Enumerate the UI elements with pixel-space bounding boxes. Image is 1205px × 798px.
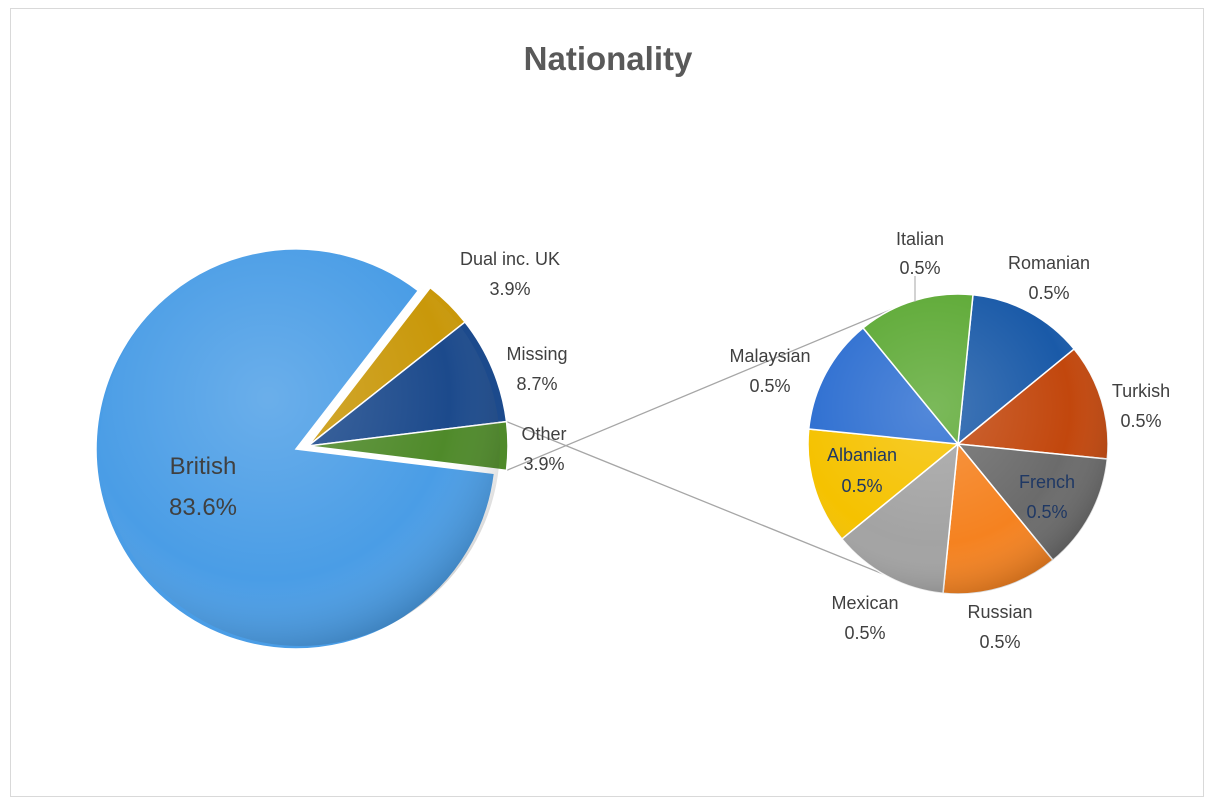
label-missing-value: 8.7%: [516, 374, 557, 394]
label-turkish-value: 0.5%: [1120, 411, 1161, 431]
label-romanian-name: Romanian: [1008, 253, 1090, 273]
chart-title: Nationality: [524, 40, 693, 77]
label-albanian-name: Albanian: [827, 445, 897, 465]
label-malaysian-name: Malaysian: [729, 346, 810, 366]
label-british-name: British: [170, 453, 237, 480]
secondary-pie: [807, 293, 1109, 595]
label-italian-value: 0.5%: [899, 258, 940, 278]
label-russian-name: Russian: [967, 602, 1032, 622]
label-malaysian-value: 0.5%: [749, 376, 790, 396]
label-missing-name: Missing: [506, 344, 567, 364]
label-romanian-value: 0.5%: [1028, 283, 1069, 303]
label-british-value: 83.6%: [169, 494, 237, 521]
label-mexican-value: 0.5%: [844, 623, 885, 643]
label-dual-name: Dual inc. UK: [460, 249, 560, 269]
label-russian-value: 0.5%: [979, 632, 1020, 652]
label-mexican-name: Mexican: [831, 593, 898, 613]
label-french-value: 0.5%: [1026, 502, 1067, 522]
label-french-name: French: [1019, 472, 1075, 492]
label-turkish-name: Turkish: [1112, 381, 1170, 401]
label-other-name: Other: [521, 424, 566, 444]
label-dual-value: 3.9%: [489, 279, 530, 299]
label-other-value: 3.9%: [523, 454, 564, 474]
label-italian-name: Italian: [896, 229, 944, 249]
label-albanian-value: 0.5%: [841, 476, 882, 496]
primary-pie: [95, 246, 509, 650]
